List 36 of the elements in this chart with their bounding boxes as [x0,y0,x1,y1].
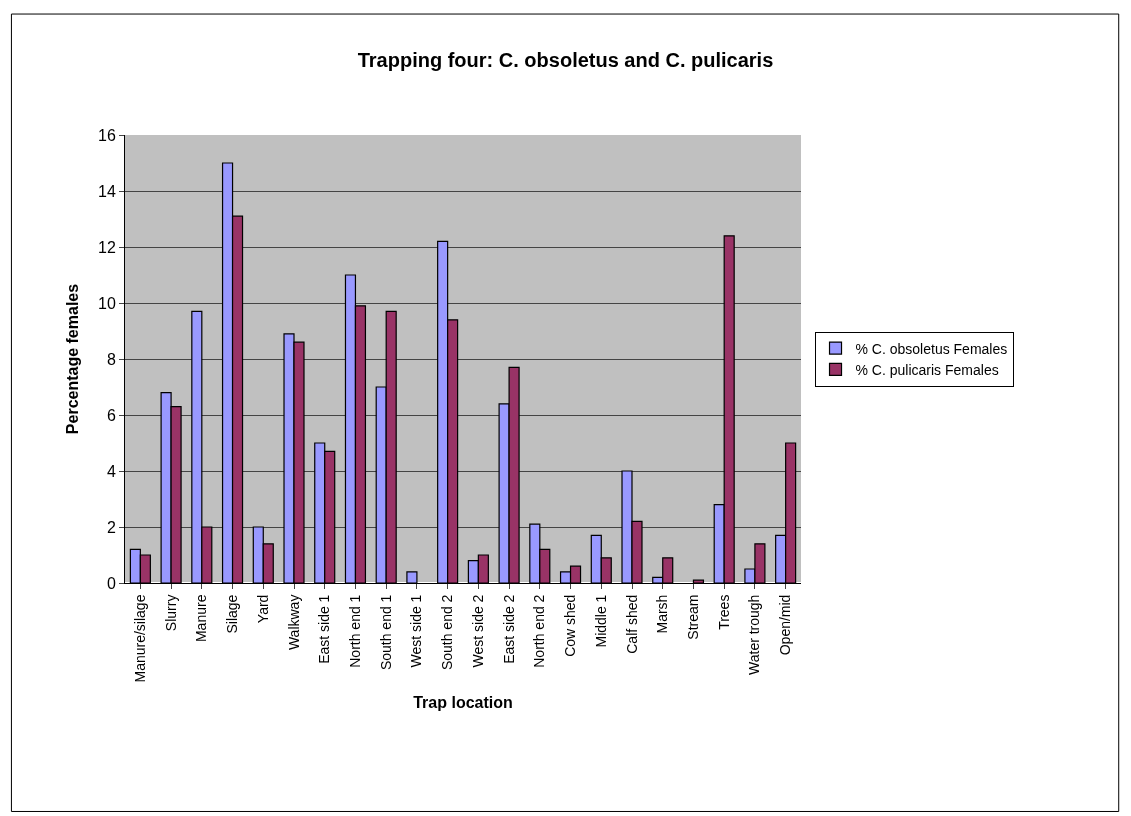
x-tick-label: Manure [193,594,210,643]
x-axis-title: Trap location [413,694,513,712]
y-tick-label: 8 [106,350,116,368]
y-tick-label: 4 [106,462,116,480]
x-tick-label: Open/mid [777,594,794,656]
x-tick-label: Trees [715,594,732,630]
x-tick-label: North end 2 [531,594,548,668]
x-tick-label: South end 1 [377,594,394,671]
x-tick-label: West side 2 [469,594,486,668]
x-tick-label: Water trough [746,594,763,676]
chart-title: Trapping four: C. obsoletus and C. pulicaris [357,49,774,72]
legend-label: % C. obsoletus Females [855,340,1008,357]
x-tick-label: Cow shed [562,594,579,657]
x-tick-label: East side 1 [316,594,333,664]
x-tick-label: Marsh [654,594,671,634]
y-tick-label: 2 [106,518,116,536]
y-tick-label: 14 [98,182,116,200]
y-tick-label: 12 [98,238,116,256]
legend-label: % C. pulicaris Females [855,361,999,378]
y-axis-title: Percentage females [63,283,81,435]
y-tick-label: 10 [98,294,116,312]
x-tick-label: South end 2 [439,594,456,671]
x-tick-label: North end 1 [347,594,363,668]
x-tick-label: East side 2 [500,594,517,664]
x-tick-label: Middle 1 [592,594,609,648]
x-tick-label: Walkway [285,594,302,651]
x-tick-label: Stream [685,594,701,640]
x-tick-label: Slurry [162,594,179,632]
x-tick-label: Silage [224,594,241,634]
y-tick-label: 0 [106,574,116,592]
x-tick-label: Calf shed [623,594,640,654]
x-tick-label: Manure/silage [131,594,148,683]
y-tick-label: 16 [98,126,116,144]
x-tick-label: Yard [254,594,271,624]
x-tick-label: West side 1 [408,594,425,668]
y-tick-label: 6 [106,406,116,424]
